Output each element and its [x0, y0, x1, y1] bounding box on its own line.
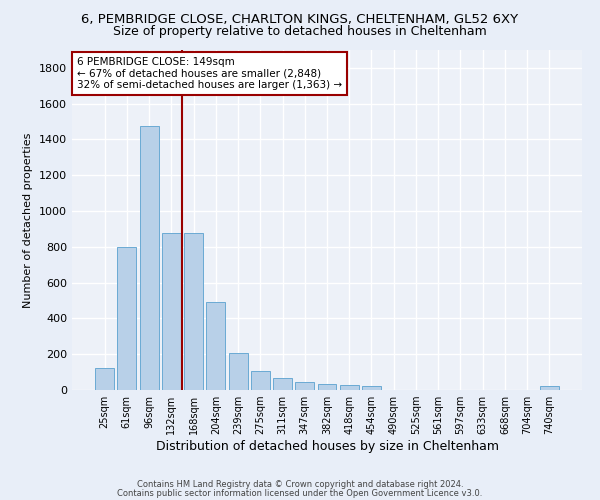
Bar: [317, 384, 337, 390]
Bar: [95, 368, 114, 390]
Bar: [140, 126, 158, 390]
Bar: [251, 371, 270, 390]
Bar: [362, 386, 381, 390]
Text: 6 PEMBRIDGE CLOSE: 149sqm
← 67% of detached houses are smaller (2,848)
32% of se: 6 PEMBRIDGE CLOSE: 149sqm ← 67% of detac…: [77, 57, 342, 90]
Bar: [273, 378, 292, 390]
Bar: [162, 232, 181, 390]
Bar: [206, 302, 225, 390]
Text: Contains HM Land Registry data © Crown copyright and database right 2024.: Contains HM Land Registry data © Crown c…: [137, 480, 463, 489]
Text: Size of property relative to detached houses in Cheltenham: Size of property relative to detached ho…: [113, 25, 487, 38]
Text: 6, PEMBRIDGE CLOSE, CHARLTON KINGS, CHELTENHAM, GL52 6XY: 6, PEMBRIDGE CLOSE, CHARLTON KINGS, CHEL…: [82, 12, 518, 26]
Bar: [229, 354, 248, 390]
Bar: [184, 232, 203, 390]
Bar: [340, 384, 359, 390]
Bar: [540, 386, 559, 390]
Bar: [118, 247, 136, 390]
Y-axis label: Number of detached properties: Number of detached properties: [23, 132, 34, 308]
X-axis label: Distribution of detached houses by size in Cheltenham: Distribution of detached houses by size …: [155, 440, 499, 453]
Bar: [295, 382, 314, 390]
Text: Contains public sector information licensed under the Open Government Licence v3: Contains public sector information licen…: [118, 488, 482, 498]
